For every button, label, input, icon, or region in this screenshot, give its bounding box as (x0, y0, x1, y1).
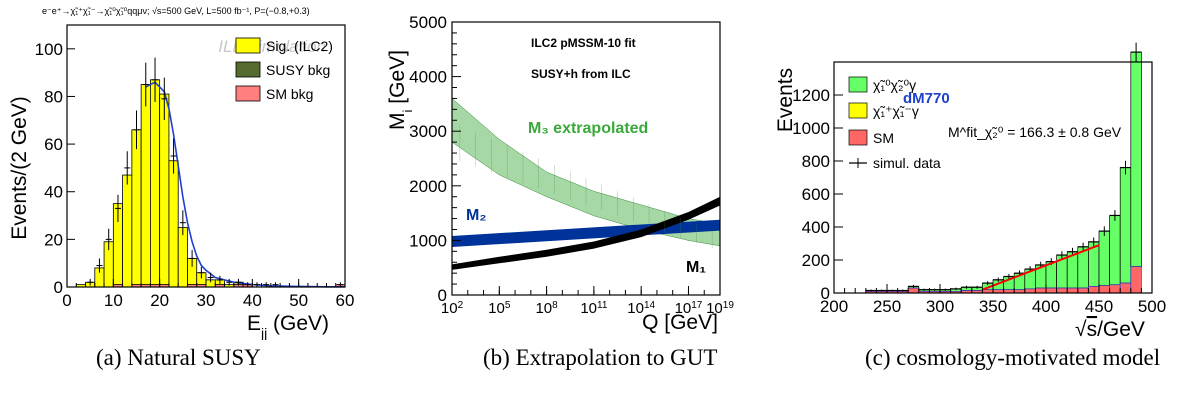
y-tick-label: 1200 (792, 86, 830, 105)
signal-bar (168, 160, 179, 288)
signal-bar (122, 174, 133, 288)
panel-b-frame (451, 21, 721, 296)
legend-label: χ̃₁⁺χ̃₁⁻γ (873, 103, 919, 119)
sm-bar (1098, 285, 1110, 294)
caption-a: (a) Natural SUSY (96, 345, 261, 370)
panel-b-subtitle: SUSY+h from ILC (531, 67, 631, 81)
sm-bar (1024, 288, 1036, 294)
panel-a-title: e⁻e⁺→χ̃₁⁺χ̃₁⁻→χ̃₁⁰χ̃₁⁰qqμν; √s=500 GeV, … (42, 6, 310, 16)
y-tick-label: 100 (35, 40, 63, 59)
legend-swatch (235, 37, 261, 54)
legend-swatch (848, 129, 868, 146)
caption-b: (b) Extrapolation to GUT (483, 345, 718, 370)
panel-b-x-label: Q [GeV] (642, 311, 718, 334)
x-tick-label: 250 (873, 297, 901, 316)
panel-a-y-label: Events/(2 GeV) (8, 96, 31, 240)
m2-label: M₂ (466, 207, 486, 224)
m3-label: M₃ extrapolated (528, 120, 648, 137)
x-tick-label: 450 (1085, 297, 1113, 316)
fit-line (982, 244, 1100, 291)
x-tick-label: 30 (197, 291, 216, 310)
panel-b-chart: ILC2 pMSSM-10 fit SUSY+h from ILC Mi [Ge… (386, 13, 734, 334)
y-tick-label: 0 (438, 286, 447, 305)
sm-bar (1109, 284, 1121, 294)
panel-c-chart: dM770 Events √s/GeV 200 250 300 350 400 450 50… (774, 42, 1166, 340)
panel-c-y-label: Events (774, 68, 797, 132)
x-tick-label: 500 (1138, 297, 1166, 316)
signal-bar (149, 79, 161, 286)
y-tick-label: 5000 (409, 13, 447, 32)
signal-bar (140, 84, 151, 286)
y-tick-label: 3000 (409, 122, 447, 141)
x-tick-label: 1019 (706, 300, 734, 318)
x-tick-label: 50 (289, 291, 308, 310)
panel-a-chart: e⁻e⁺→χ̃₁⁺χ̃₁⁻→χ̃₁⁰χ̃₁⁰qqμν; √s=500 GeV, … (8, 6, 354, 340)
sm-bar (1045, 287, 1057, 294)
y-tick-label: 800 (802, 152, 830, 171)
sm-bar (1119, 282, 1132, 294)
caption-c: (c) cosmology-motivated model (865, 345, 1161, 370)
sm-bar (1066, 287, 1079, 294)
y-tick-label: 4000 (409, 68, 447, 87)
x-tick-label: 200 (820, 297, 848, 316)
x-tick-label: 300 (926, 297, 954, 316)
x-tick-label: 10 (104, 291, 123, 310)
y-tick-label: 400 (802, 218, 830, 237)
x-tick-label: 20 (150, 291, 169, 310)
signal-bar (1119, 167, 1132, 284)
signal-bar (159, 93, 170, 286)
legend-label: simul. data (873, 155, 941, 171)
panel-c-x-label: √s/GeV (1075, 318, 1145, 340)
x-tick-label: 105 (488, 300, 511, 318)
panel-b-y-label: Mi [GeV] (386, 50, 415, 130)
y-tick-label: 80 (44, 87, 63, 106)
signal-bar (177, 227, 188, 288)
y-tick-label: 0 (821, 284, 830, 303)
y-tick-label: 200 (802, 251, 830, 270)
signal-bar (131, 129, 142, 286)
y-tick-label: 600 (802, 185, 830, 204)
y-tick-label: 0 (54, 278, 63, 297)
legend-label: SM (873, 130, 894, 146)
y-tick-label: 40 (44, 183, 63, 202)
legend-label: χ̃₁⁰χ̃₂⁰γ (873, 77, 916, 93)
x-tick-label: 350 (979, 297, 1007, 316)
y-tick-label: 60 (44, 135, 63, 154)
panel-b-title: ILC2 pMSSM-10 fit (531, 36, 636, 50)
y-tick-label: 20 (44, 230, 63, 249)
legend-label: SM bkg (266, 86, 313, 102)
panel-c-title: dM770 (903, 90, 950, 107)
legend-swatch (235, 85, 261, 102)
sm-bar (1130, 266, 1142, 294)
panel-a-x-label: Ejj (GeV) (247, 312, 329, 340)
sm-bar (1088, 286, 1100, 294)
sm-bar (907, 287, 920, 294)
x-tick-label: 108 (535, 300, 558, 318)
signal-bar (1130, 51, 1142, 267)
signal-bar (1098, 230, 1110, 286)
sm-bar (1035, 287, 1047, 294)
legend-label: Sig. (ILC2) (266, 38, 333, 54)
legend-label: SUSY bkg (266, 62, 330, 78)
legend-swatch (848, 76, 868, 93)
y-tick-label: 1000 (409, 231, 447, 250)
y-tick-label: 2000 (409, 177, 447, 196)
x-tick-label: 400 (1032, 297, 1060, 316)
m1-band (452, 196, 720, 270)
m1-label: M₁ (686, 259, 706, 276)
legend-swatch (848, 102, 868, 119)
sm-bar (1056, 287, 1068, 294)
figure-canvas: e⁻e⁺→χ̃₁⁺χ̃₁⁻→χ̃₁⁰χ̃₁⁰qqμν; √s=500 GeV, … (8, 6, 1166, 340)
x-tick-label: 0 (62, 291, 71, 310)
fit-mass-annotation: M^fit_χ̃₂⁰ = 166.3 ± 0.8 GeV (948, 124, 1122, 140)
x-tick-label: 40 (243, 291, 262, 310)
x-tick-label: 60 (336, 291, 355, 310)
signal-bar (1109, 215, 1121, 286)
sm-bar (1077, 287, 1089, 294)
legend-swatch (235, 61, 261, 78)
x-tick-label: 1011 (580, 300, 608, 318)
y-tick-label: 1000 (792, 119, 830, 138)
